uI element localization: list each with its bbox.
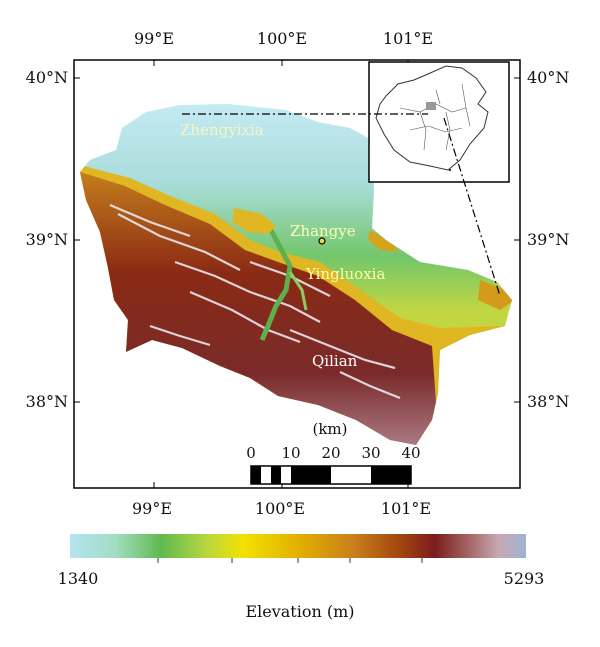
- scale-label-40: 40: [401, 444, 420, 462]
- place-label-zhangye: Zhangye: [290, 222, 356, 240]
- lat-label-left-39: 39°N: [26, 230, 68, 249]
- place-label-zhengyixia: Zhengyixia: [180, 121, 264, 139]
- lat-label-right-39: 39°N: [527, 230, 569, 249]
- inset-leader-lines: [182, 113, 501, 297]
- scale-label-30: 30: [361, 444, 380, 462]
- lon-label-bottom-99: 99°E: [132, 499, 172, 518]
- lon-label-top-100: 100°E: [257, 29, 307, 48]
- legend-max: 5293: [504, 569, 545, 588]
- place-label-yingluoxia: Yingluoxia: [305, 265, 385, 283]
- lat-label-right-38: 38°N: [527, 392, 569, 411]
- inset-locator-map: [368, 61, 510, 183]
- scale-bar: (km) 0 10 20 30 40: [246, 420, 421, 485]
- scale-label-20: 20: [321, 444, 340, 462]
- legend-title: Elevation (m): [245, 602, 354, 621]
- legend-min: 1340: [58, 569, 99, 588]
- lat-label-left-40: 40°N: [26, 68, 68, 87]
- lon-label-bottom-101: 101°E: [381, 499, 431, 518]
- place-label-qilian: Qilian: [312, 352, 358, 370]
- lat-label-left-38: 38°N: [26, 392, 68, 411]
- lon-label-bottom-100: 100°E: [255, 499, 305, 518]
- elevation-legend: 1340 5293 Elevation (m): [58, 534, 545, 621]
- lat-label-right-40: 40°N: [527, 68, 569, 87]
- legend-color-bar: [70, 534, 526, 558]
- zhangye-marker: [318, 237, 326, 245]
- lon-label-top-101: 101°E: [383, 29, 433, 48]
- lon-label-top-99: 99°E: [134, 29, 174, 48]
- scale-label-10: 10: [281, 444, 300, 462]
- scale-label-0: 0: [246, 444, 256, 462]
- scale-unit: (km): [312, 420, 347, 438]
